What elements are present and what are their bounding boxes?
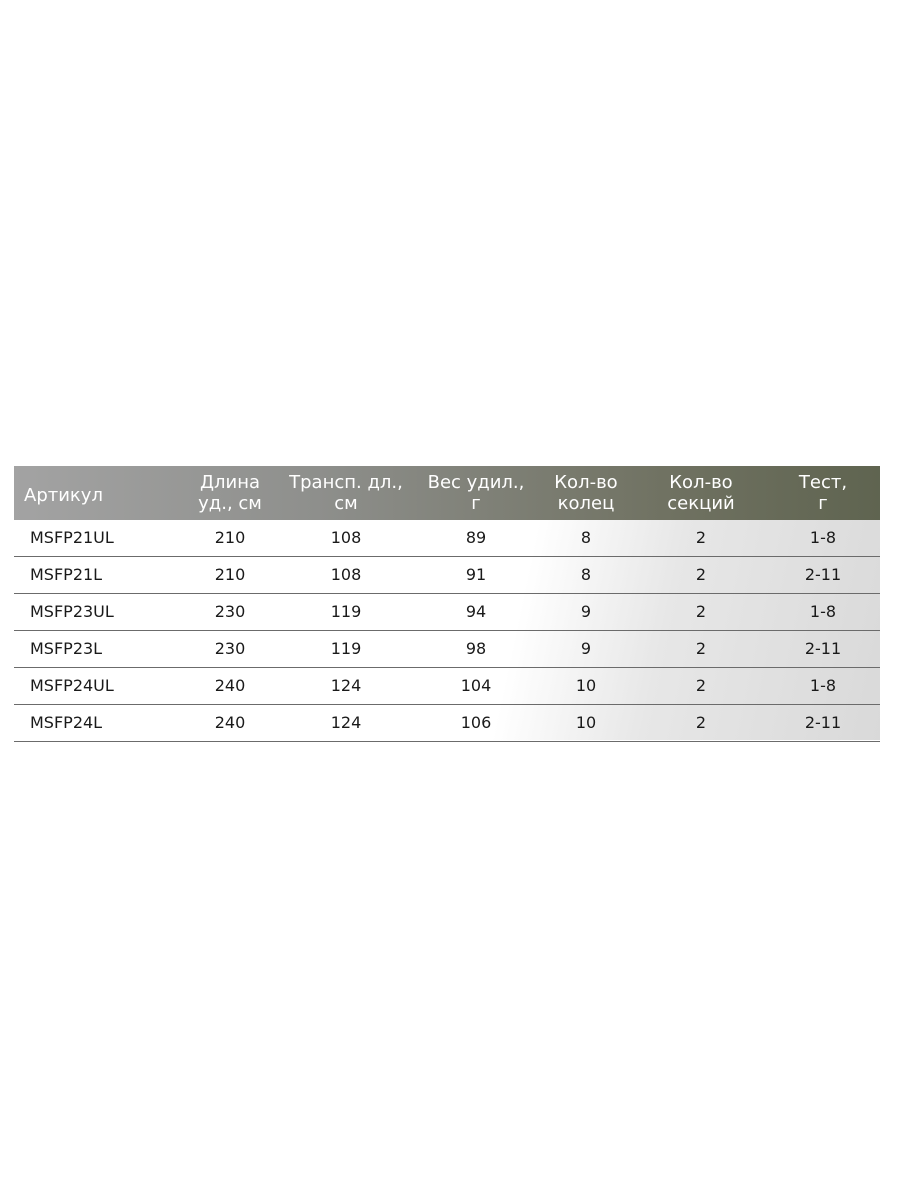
cell-transport-length: 108 <box>330 528 362 547</box>
cell-transport-length: 124 <box>330 713 362 732</box>
cell-ring-count: 9 <box>580 602 592 621</box>
cell-article: MSFP24UL <box>30 676 114 695</box>
table-row: MSFP23UL 230 119 94 9 2 1-8 <box>14 594 880 631</box>
cell-length: 210 <box>214 528 246 547</box>
cell-ring-count: 10 <box>575 713 597 732</box>
cell-length: 230 <box>214 602 246 621</box>
cell-ring-count: 9 <box>580 639 592 658</box>
cell-section-count: 2 <box>695 639 707 658</box>
cell-test: 2-11 <box>804 639 842 658</box>
cell-section-count: 2 <box>695 528 707 547</box>
cell-ring-count: 10 <box>575 676 597 695</box>
cell-transport-length: 124 <box>330 676 362 695</box>
cell-test: 1-8 <box>809 602 837 621</box>
cell-rod-weight: 94 <box>465 602 487 621</box>
table-row: MSFP24UL 240 124 104 10 2 1-8 <box>14 668 880 705</box>
cell-test: 1-8 <box>809 528 837 547</box>
header-section-count: Кол-во секций <box>667 472 735 514</box>
cell-test: 2-11 <box>804 713 842 732</box>
cell-transport-length: 119 <box>330 639 362 658</box>
cell-ring-count: 8 <box>580 528 592 547</box>
header-article: Артикул <box>24 484 103 506</box>
cell-rod-weight: 104 <box>460 676 492 695</box>
cell-ring-count: 8 <box>580 565 592 584</box>
cell-length: 240 <box>214 676 246 695</box>
cell-test: 1-8 <box>809 676 837 695</box>
cell-section-count: 2 <box>695 676 707 695</box>
table-row: MSFP23L 230 119 98 9 2 2-11 <box>14 631 880 668</box>
cell-article: MSFP24L <box>30 713 103 732</box>
cell-article: MSFP21L <box>30 565 103 584</box>
cell-length: 230 <box>214 639 246 658</box>
table-row: MSFP24L 240 124 106 10 2 2-11 <box>14 705 880 742</box>
cell-article: MSFP23L <box>30 639 103 658</box>
header-rod-weight: Вес удил., г <box>427 472 525 514</box>
header-ring-count: Кол-во колец <box>554 472 618 514</box>
table-row: MSFP21UL 210 108 89 8 2 1-8 <box>14 520 880 557</box>
header-test: Тест, г <box>798 472 848 514</box>
cell-section-count: 2 <box>695 602 707 621</box>
cell-rod-weight: 89 <box>465 528 487 547</box>
header-length: Длина уд., см <box>198 472 262 514</box>
cell-transport-length: 108 <box>330 565 362 584</box>
cell-test: 2-11 <box>804 565 842 584</box>
cell-transport-length: 119 <box>330 602 362 621</box>
cell-length: 240 <box>214 713 246 732</box>
cell-rod-weight: 106 <box>460 713 492 732</box>
table-row: MSFP21L 210 108 91 8 2 2-11 <box>14 557 880 594</box>
cell-section-count: 2 <box>695 565 707 584</box>
cell-rod-weight: 91 <box>465 565 487 584</box>
cell-rod-weight: 98 <box>465 639 487 658</box>
header-transport-length: Трансп. дл., см <box>289 472 403 514</box>
table-header-row: Артикул Длина уд., см Трансп. дл., см Вес … <box>14 466 880 520</box>
spec-table: Артикул Длина уд., см Трансп. дл., см Вес … <box>14 466 880 742</box>
cell-article: MSFP21UL <box>30 528 114 547</box>
cell-length: 210 <box>214 565 246 584</box>
cell-article: MSFP23UL <box>30 602 114 621</box>
cell-section-count: 2 <box>695 713 707 732</box>
